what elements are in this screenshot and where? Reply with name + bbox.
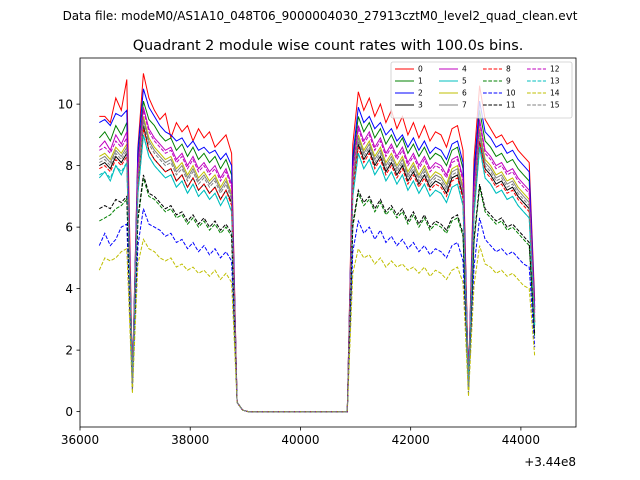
- legend-label-13: 13: [550, 77, 560, 86]
- legend-box: [390, 61, 573, 119]
- y-tick-label: 6: [65, 220, 73, 234]
- legend-label-11: 11: [506, 101, 516, 110]
- legend-label-3: 3: [418, 101, 423, 110]
- plot-area: [98, 73, 536, 413]
- legend-label-1: 1: [418, 77, 423, 86]
- legend-label-2: 2: [418, 89, 423, 98]
- legend-label-9: 9: [506, 77, 511, 86]
- legend-label-6: 6: [462, 89, 467, 98]
- x-tick-label: 38000: [171, 433, 209, 447]
- x-tick-label: 42000: [392, 433, 430, 447]
- x-tick-label: 40000: [281, 433, 319, 447]
- legend-label-15: 15: [550, 101, 560, 110]
- legend-label-14: 14: [550, 89, 560, 98]
- y-tick-label: 10: [58, 97, 73, 111]
- legend-label-8: 8: [506, 65, 511, 74]
- y-tick-label: 4: [65, 282, 73, 296]
- x-axis: 36000 38000 40000 42000 44000: [61, 427, 540, 447]
- legend-label-12: 12: [550, 65, 560, 74]
- axes-frame: [79, 57, 577, 428]
- x-tick-label: 44000: [502, 433, 540, 447]
- y-tick-label: 0: [65, 405, 73, 419]
- x-tick-label: 36000: [61, 433, 99, 447]
- y-tick-label: 8: [65, 159, 73, 173]
- y-tick-label: 2: [65, 343, 73, 357]
- data-file-suptitle: Data file: modeM0/AS1A10_048T06_90000040…: [63, 9, 578, 23]
- series-line-11: [99, 174, 536, 413]
- x-offset-text: +3.44e8: [524, 455, 576, 469]
- legend-label-7: 7: [462, 101, 467, 110]
- series-line-15: [99, 122, 536, 413]
- y-axis: 0 2 4 6 8 10: [58, 97, 80, 419]
- legend-label-4: 4: [462, 65, 467, 74]
- legend-label-5: 5: [462, 77, 467, 86]
- legend-label-0: 0: [418, 65, 423, 74]
- legend-label-10: 10: [506, 89, 516, 98]
- chart-title: Quadrant 2 module wise count rates with …: [133, 38, 524, 54]
